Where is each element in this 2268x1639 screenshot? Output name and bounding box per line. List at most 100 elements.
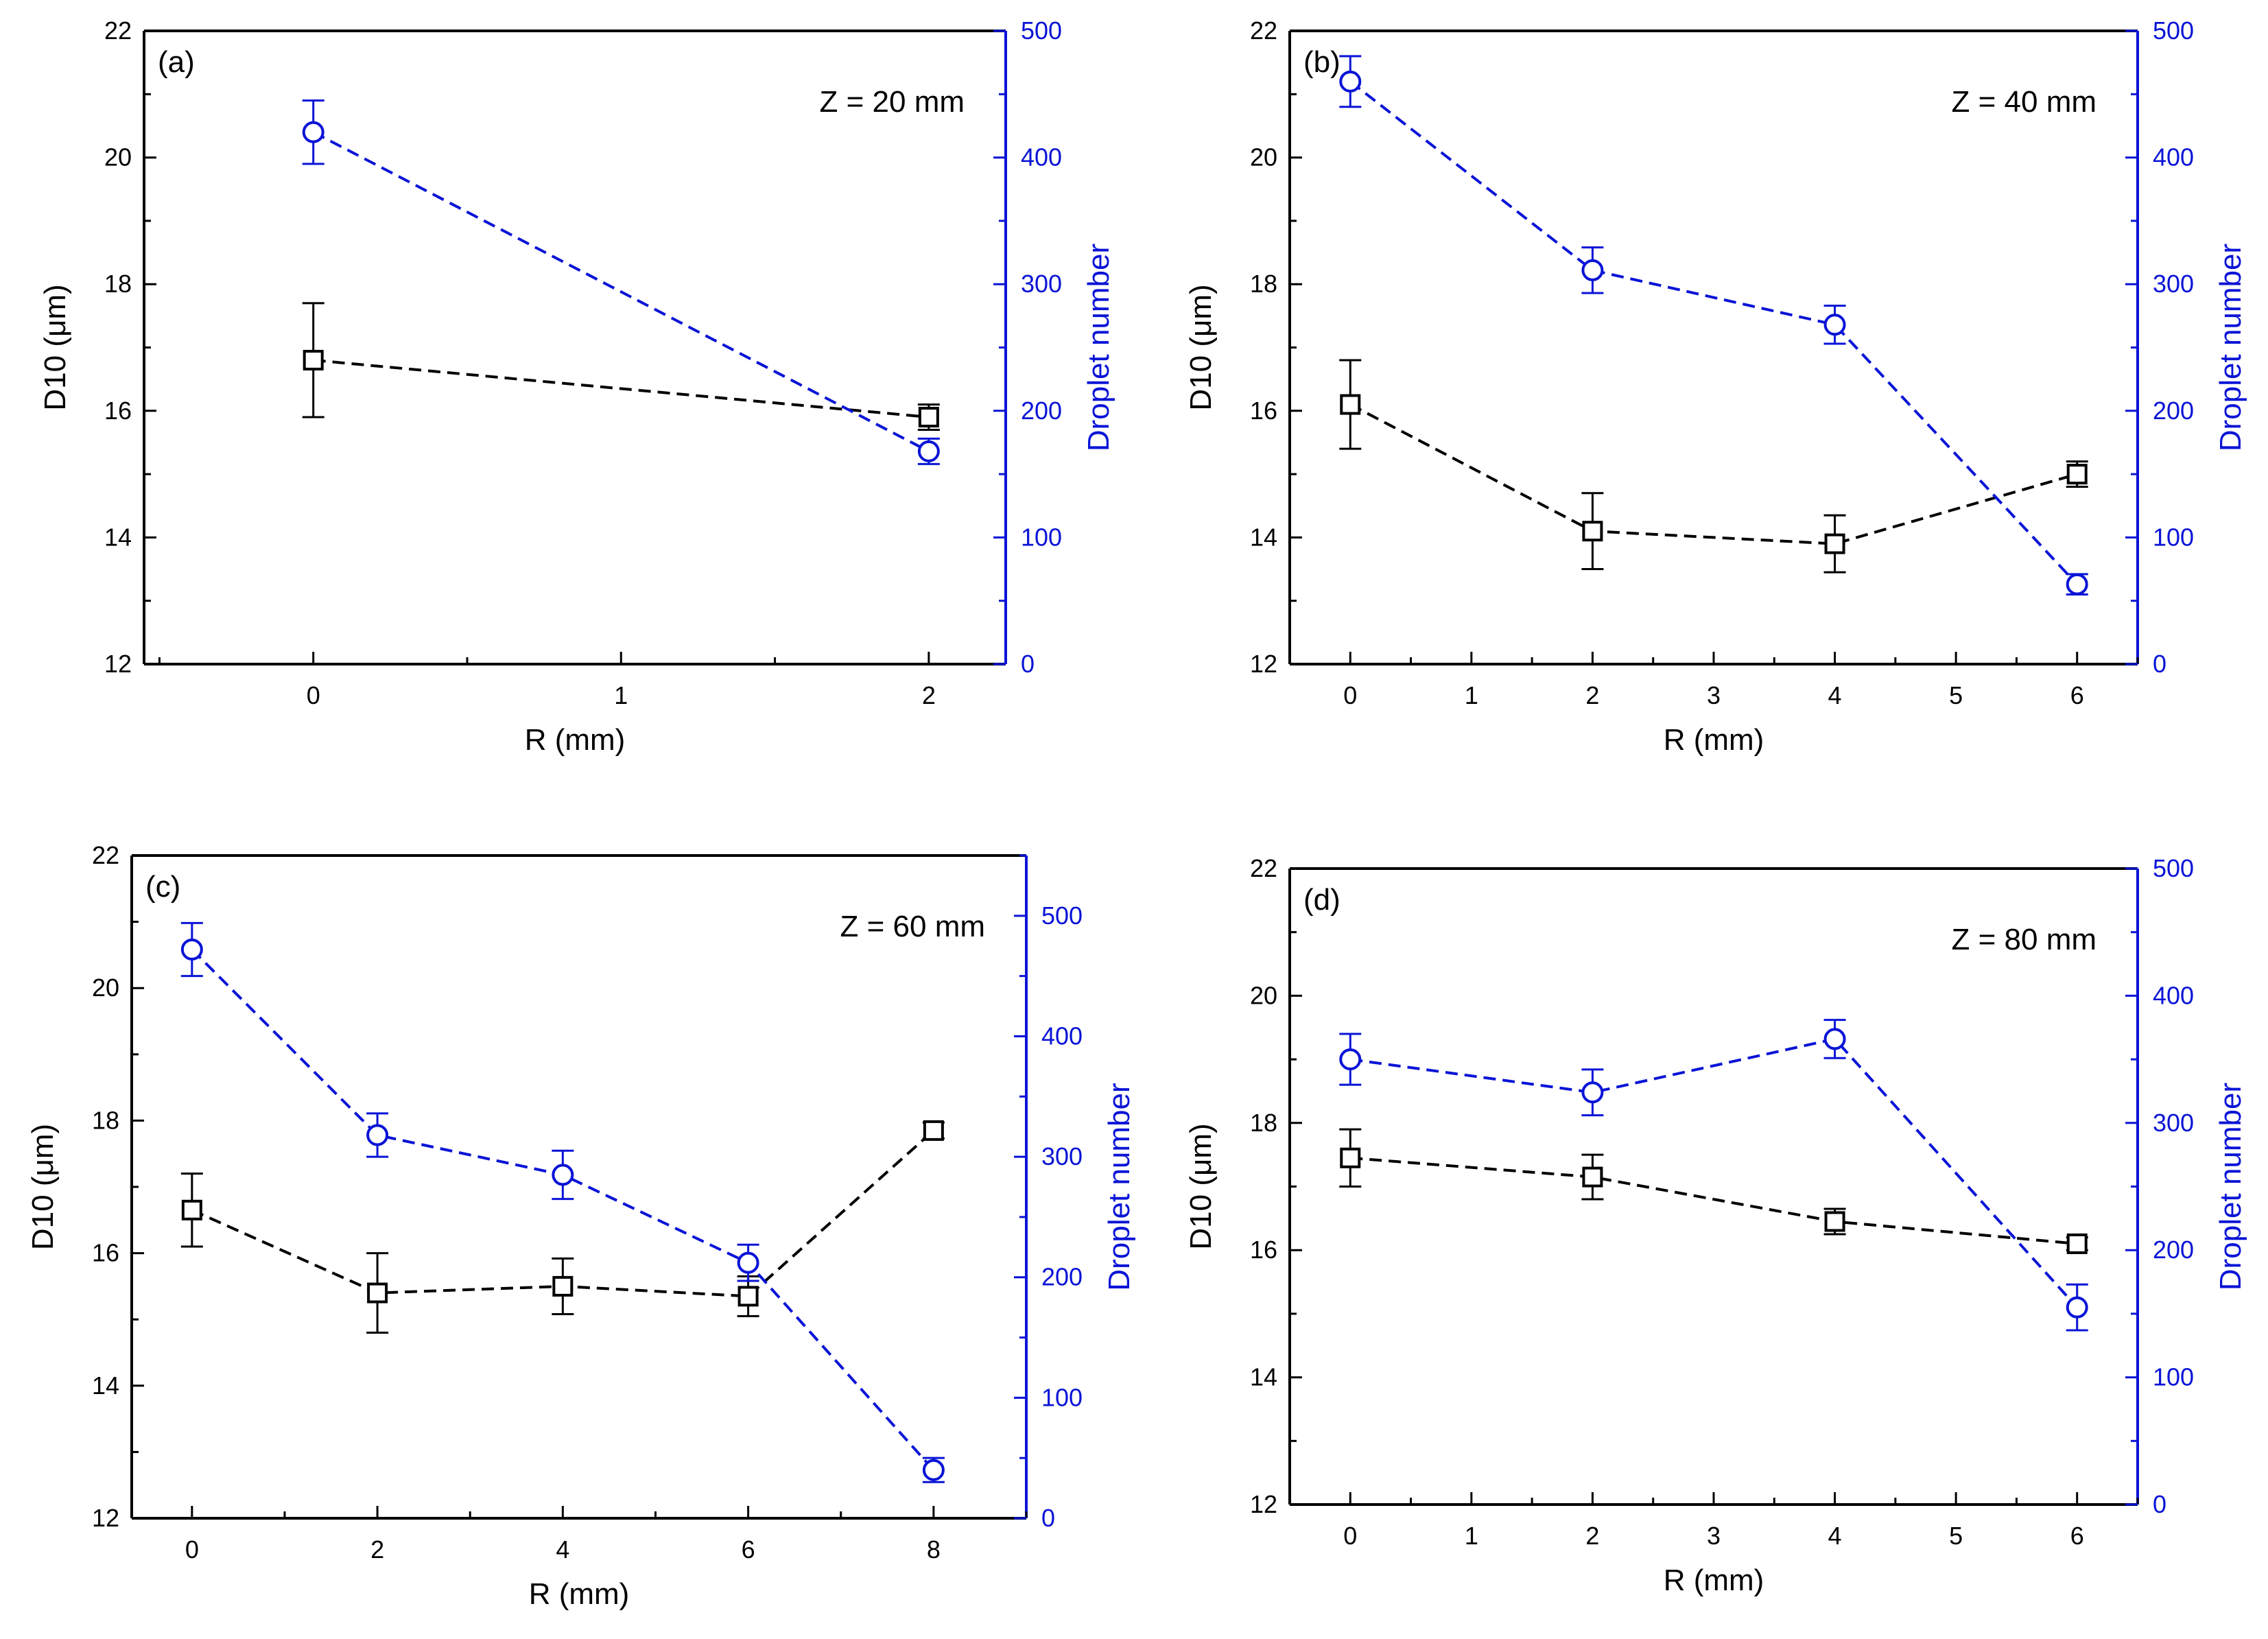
y-tick-label: 20 — [92, 974, 119, 1002]
y-tick-label: 12 — [1250, 1490, 1277, 1518]
y-tick-label: 12 — [1250, 650, 1277, 678]
series-line — [1349, 80, 2079, 586]
y-right-tick-label: 400 — [2153, 143, 2194, 172]
y-tick-label: 16 — [1250, 397, 1277, 425]
x-tick-label: 2 — [1585, 1522, 1599, 1550]
series-d10 — [180, 1120, 945, 1334]
data-point-circle — [1581, 1081, 1604, 1104]
y-right-tick-label: 100 — [2153, 523, 2194, 551]
y-right-tick-label: 500 — [2153, 16, 2194, 45]
y-tick-label: 20 — [1250, 981, 1277, 1009]
data-point-circle — [552, 1164, 574, 1186]
x-tick-label: 4 — [556, 1535, 569, 1564]
series-line — [1350, 1156, 2077, 1245]
data-point-square — [181, 1199, 202, 1221]
y-tick-label: 18 — [1250, 1109, 1277, 1137]
y-tick-label: 20 — [1250, 143, 1277, 172]
series-d10 — [1339, 359, 2088, 574]
data-point-circle — [1823, 314, 1846, 336]
y-axis-label: D10 (μm) — [1184, 284, 1218, 410]
y-right-tick-label: 400 — [2153, 981, 2194, 1009]
y-right-tick-label: 200 — [1041, 1263, 1083, 1291]
x-axis-label: R (mm) — [529, 1577, 630, 1611]
data-point-circle — [1339, 1048, 1362, 1071]
y-right-tick-label: 100 — [1021, 523, 1062, 551]
series-line — [1350, 1037, 2079, 1308]
data-point-square — [923, 1120, 944, 1141]
data-point-circle — [2066, 573, 2088, 596]
x-tick-label: 6 — [2070, 1522, 2084, 1550]
x-tick-label: 0 — [307, 681, 320, 709]
y-right-axis-label: Droplet number — [1082, 244, 1115, 451]
x-tick-label: 1 — [614, 681, 628, 709]
x-tick-label: 6 — [2070, 681, 2084, 709]
data-point-circle — [2066, 1296, 2088, 1319]
y-axis-label: D10 (μm) — [1184, 1123, 1218, 1249]
y-right-tick-label: 300 — [2153, 270, 2194, 298]
data-point-circle — [366, 1124, 389, 1146]
x-axis-label: R (mm) — [1664, 723, 1764, 757]
y-tick-label: 18 — [1250, 270, 1277, 298]
y-right-tick-label: 400 — [1041, 1022, 1083, 1050]
data-point-square — [737, 1286, 759, 1307]
y-right-tick-label: 0 — [2153, 1490, 2166, 1518]
panel-label: (d) — [1303, 883, 1340, 917]
data-point-circle — [1339, 70, 1362, 93]
data-point-square — [2066, 464, 2088, 485]
series-droplet-number — [1339, 55, 2088, 596]
data-point-circle — [1823, 1028, 1846, 1050]
series-droplet-number — [302, 99, 940, 465]
y-tick-label: 14 — [92, 1371, 119, 1400]
y-tick-label: 16 — [92, 1239, 119, 1267]
data-point-square — [1824, 533, 1845, 554]
x-tick-label: 4 — [1828, 1522, 1842, 1550]
x-tick-label: 8 — [927, 1535, 941, 1564]
y-right-tick-label: 0 — [2153, 650, 2166, 678]
x-tick-label: 2 — [370, 1535, 384, 1564]
x-axis-label: R (mm) — [525, 723, 626, 757]
z-annotation: Z = 40 mm — [1952, 85, 2097, 119]
data-point-circle — [737, 1251, 759, 1274]
data-point-circle — [922, 1459, 945, 1481]
data-point-circle — [180, 938, 203, 960]
y-tick-label: 16 — [104, 397, 132, 425]
series-line — [1349, 403, 2078, 545]
x-tick-label: 5 — [1949, 681, 1963, 709]
data-point-square — [303, 349, 324, 370]
y-tick-label: 14 — [1250, 523, 1277, 551]
series-droplet-number — [180, 921, 945, 1483]
y-right-tick-label: 500 — [2153, 854, 2194, 882]
y-tick-label: 12 — [104, 650, 132, 678]
panel-label: (a) — [158, 45, 195, 79]
y-tick-label: 12 — [92, 1504, 119, 1532]
series-d10 — [1339, 1128, 2088, 1254]
y-tick-label: 22 — [1250, 854, 1277, 882]
x-tick-label: 1 — [1465, 681, 1478, 709]
x-tick-label: 3 — [1707, 1522, 1721, 1550]
y-right-tick-label: 300 — [1021, 270, 1062, 298]
x-tick-label: 3 — [1707, 681, 1721, 709]
y-tick-label: 14 — [104, 523, 132, 551]
x-tick-label: 0 — [1343, 681, 1357, 709]
y-tick-label: 18 — [92, 1106, 119, 1134]
y-tick-label: 22 — [1250, 16, 1277, 45]
data-point-square — [2066, 1233, 2088, 1254]
y-right-tick-label: 0 — [1041, 1504, 1055, 1532]
y-right-tick-label: 300 — [2153, 1109, 2194, 1137]
data-point-square — [1340, 394, 1361, 415]
series-line — [313, 358, 930, 419]
data-point-square — [1340, 1147, 1361, 1168]
series-d10 — [302, 302, 940, 431]
x-tick-label: 2 — [1585, 681, 1599, 709]
y-right-tick-label: 500 — [1041, 901, 1083, 930]
y-right-axis-label: Droplet number — [2214, 244, 2247, 451]
y-right-tick-label: 100 — [2153, 1363, 2194, 1391]
y-right-tick-label: 300 — [1041, 1142, 1083, 1170]
data-point-square — [367, 1282, 388, 1304]
y-axis-label: D10 (μm) — [26, 1124, 60, 1250]
y-axis-label: D10 (μm) — [38, 284, 72, 410]
